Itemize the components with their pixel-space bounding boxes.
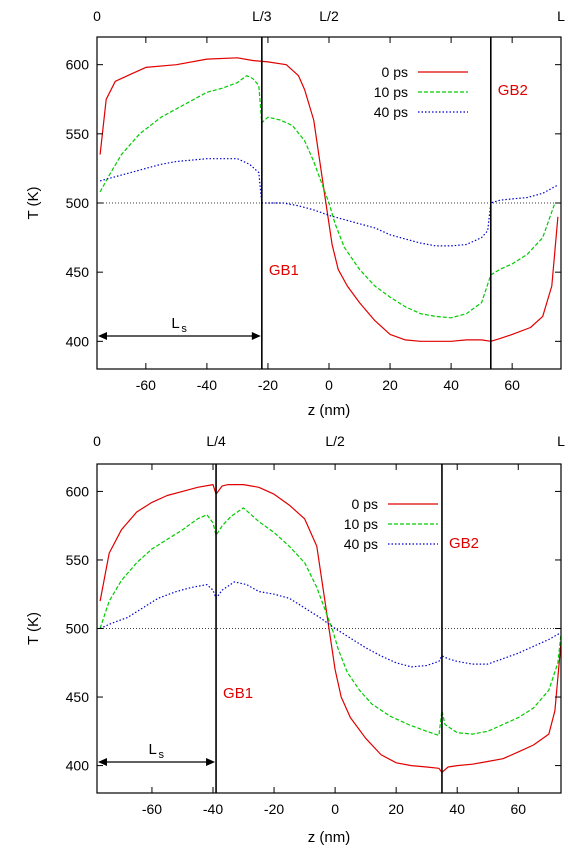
panel1-x-tick-label-3: 0 <box>325 377 333 393</box>
panel2-series-line-2 <box>99 581 562 668</box>
panel2-top-label-0: 0 <box>93 433 101 449</box>
panel1-y-tick-label-0: 400 <box>66 333 90 349</box>
panel1-series-line-0 <box>99 57 559 342</box>
panel2-ls-arrow-head-left <box>98 758 107 766</box>
panel1-legend-label-1: 10 ps <box>374 84 408 100</box>
panel2-y-tick-label-0: 400 <box>66 758 90 774</box>
panel1-series-line-1 <box>99 75 556 319</box>
panel1-boundary-label-gb1: GB1 <box>269 262 299 279</box>
panel2-legend-label-2: 40 ps <box>344 536 378 552</box>
panel1-x-axis-label: z (nm) <box>308 402 351 419</box>
panel1-x-tick-label-4: 20 <box>382 377 398 393</box>
panel1-y-axis-label: T (K) <box>25 186 42 219</box>
panel1-x-tick-label-1: -40 <box>197 377 217 393</box>
panel1-top-label-2: L/2 <box>319 8 339 24</box>
panel1-legend-label-2: 40 ps <box>374 104 408 120</box>
panel1-y-tick-label-4: 600 <box>66 57 90 73</box>
panel2-y-tick-label-3: 550 <box>66 552 90 568</box>
panel2-x-tick-label-2: -20 <box>264 801 284 817</box>
panel2-series-line-0 <box>99 484 562 773</box>
panel2-y-tick-label-2: 500 <box>66 621 90 637</box>
panel2-legend-label-1: 10 ps <box>344 516 378 532</box>
panel1-x-tick-label-6: 60 <box>504 377 520 393</box>
panel2-ls-label-subscript: s <box>159 749 165 761</box>
panel2-x-tick-label-5: 40 <box>449 801 465 817</box>
panel2-series-line-1 <box>99 507 562 736</box>
panel1-x-tick-label-0: -60 <box>136 377 156 393</box>
panel2-x-tick-label-4: 20 <box>388 801 404 817</box>
panel1-y-tick-label-3: 550 <box>66 126 90 142</box>
panel1-x-tick-label-2: -20 <box>258 377 278 393</box>
panel1-y-tick-label-1: 450 <box>66 264 90 280</box>
panel1-top-label-0: 0 <box>93 8 101 24</box>
panel1-y-tick-label-2: 500 <box>66 195 90 211</box>
panel1-ls-label: L <box>171 315 179 332</box>
panel2-legend-label-0: 0 ps <box>352 496 378 512</box>
panel2-boundary-label-gb1: GB1 <box>223 685 253 702</box>
panel2-boundary-label-gb2: GB2 <box>449 535 479 552</box>
panel2-top-label-3: L <box>557 433 565 449</box>
panel2-y-axis-label: T (K) <box>25 612 42 645</box>
panel2-y-tick-label-1: 450 <box>66 689 90 705</box>
panel1-boundary-label-gb2: GB2 <box>498 82 528 99</box>
panel1-x-tick-label-5: 40 <box>443 377 459 393</box>
panel1-ls-label-subscript: s <box>181 323 187 335</box>
panel1-top-label-1: L/3 <box>252 8 272 24</box>
panel2-ls-label: L <box>149 741 157 758</box>
panel2-top-label-2: L/2 <box>325 433 345 449</box>
panel1-top-label-3: L <box>557 8 565 24</box>
panel1-series-line-2 <box>99 158 559 247</box>
panel2-y-tick-label-4: 600 <box>66 483 90 499</box>
panel2-x-tick-label-3: 0 <box>331 801 339 817</box>
panel2-x-axis-label: z (nm) <box>308 829 351 846</box>
panel2-top-label-1: L/4 <box>206 433 226 449</box>
panel2-ls-arrow-head-right <box>206 758 216 766</box>
panel1-ls-arrow-head-left <box>98 332 107 340</box>
panel2-x-tick-label-1: -40 <box>203 801 223 817</box>
panel1-ls-arrow-head-right <box>251 332 261 340</box>
panel2-x-tick-label-6: 60 <box>510 801 526 817</box>
panel1-legend-label-0: 0 ps <box>382 64 408 80</box>
panel2-x-tick-label-0: -60 <box>142 801 162 817</box>
